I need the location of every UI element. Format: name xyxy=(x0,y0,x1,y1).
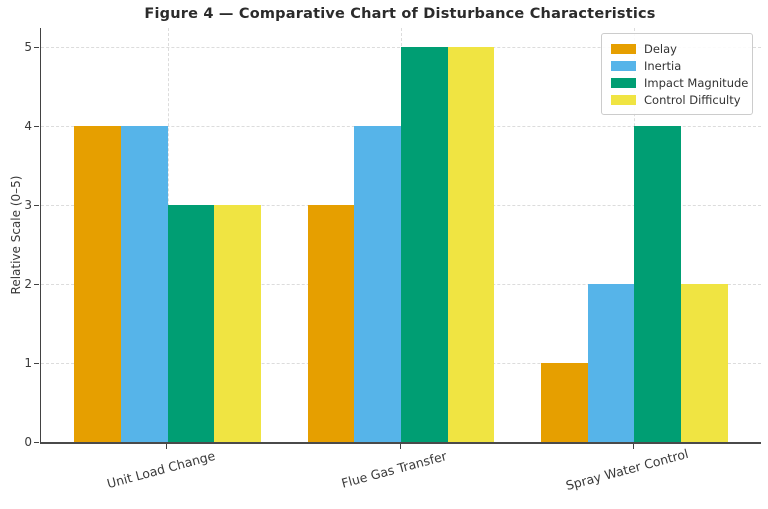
bar-inertia xyxy=(587,284,635,442)
legend-item: Control Difficulty xyxy=(611,92,752,108)
legend-label: Delay xyxy=(644,42,677,56)
y-tick-mark xyxy=(34,46,39,48)
y-tick-label: 3 xyxy=(24,198,32,212)
x-axis-category-label: Unit Load Change xyxy=(105,447,217,492)
legend-swatch-icon xyxy=(611,95,636,105)
y-tick-label: 0 xyxy=(24,435,32,449)
bar-control-difficulty xyxy=(214,205,262,442)
legend-label: Impact Magnitude xyxy=(644,76,749,90)
y-tick-mark xyxy=(34,204,39,206)
x-tick-mark xyxy=(632,444,634,449)
legend-swatch-icon xyxy=(611,78,636,88)
y-tick-mark xyxy=(34,125,39,127)
y-tick-label: 2 xyxy=(24,277,32,291)
bar-delay xyxy=(540,363,588,442)
y-tick-mark xyxy=(34,283,39,285)
legend-items: Delay Inertia Impact Magnitude Control Diff… xyxy=(602,41,752,108)
plot-area xyxy=(40,28,761,444)
bar-impact-magnitude xyxy=(401,47,448,442)
x-tick-mark xyxy=(166,444,168,449)
y-tick-label: 1 xyxy=(24,356,32,370)
legend-item: Impact Magnitude xyxy=(611,75,752,91)
y-tick-mark xyxy=(34,441,39,443)
chart-title: Figure 4 — Comparative Chart of Disturba… xyxy=(144,6,656,22)
bar-delay xyxy=(74,126,122,442)
legend-swatch-icon xyxy=(611,61,636,71)
bar-delay xyxy=(307,205,355,442)
bar-control-difficulty xyxy=(447,47,495,442)
y-tick-label: 5 xyxy=(24,40,32,54)
legend-label: Control Difficulty xyxy=(644,93,741,107)
legend-label: Inertia xyxy=(644,59,682,73)
legend-swatch-icon xyxy=(611,44,636,54)
legend-item: Inertia xyxy=(611,58,752,74)
bar-impact-magnitude xyxy=(167,205,215,442)
x-axis-category-label: Flue Gas Transfer xyxy=(339,448,449,491)
legend-item: Delay xyxy=(611,41,752,57)
y-tick-label: 4 xyxy=(24,119,32,133)
bar-inertia xyxy=(354,126,401,442)
bar-inertia xyxy=(121,126,168,442)
bar-control-difficulty xyxy=(680,284,728,442)
bar-impact-magnitude xyxy=(634,126,681,442)
x-tick-mark xyxy=(399,444,401,449)
x-axis-category-label: Spray Water Control xyxy=(564,445,691,494)
legend: Delay Inertia Impact Magnitude Control Diff… xyxy=(601,33,753,115)
y-tick-mark xyxy=(34,362,39,364)
